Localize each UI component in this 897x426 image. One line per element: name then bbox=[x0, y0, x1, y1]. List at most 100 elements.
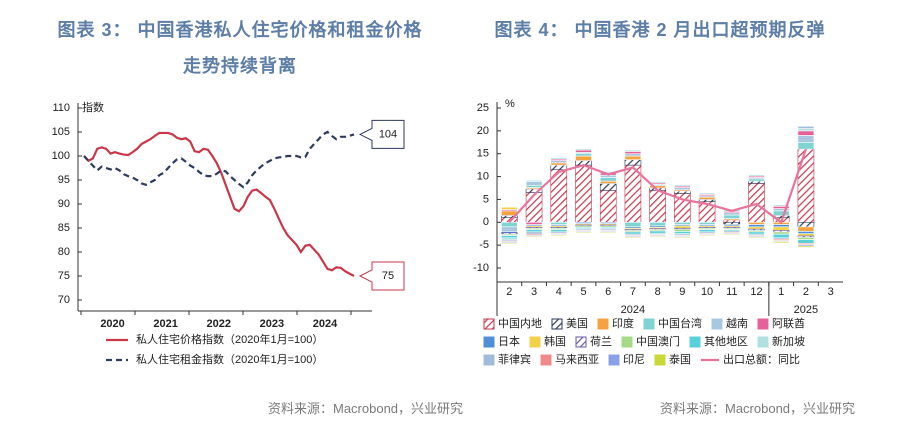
y-tick-label: 110 bbox=[52, 102, 70, 114]
bar-segment bbox=[723, 233, 741, 236]
bar-segment bbox=[674, 225, 691, 229]
x-group-label: 2024 bbox=[621, 304, 645, 316]
legend-label: 日本 bbox=[498, 334, 520, 348]
bar-segment bbox=[501, 237, 518, 241]
x-tick-label: 5 bbox=[580, 286, 586, 298]
x-tick-label: 2022 bbox=[207, 318, 231, 330]
bar-segment bbox=[698, 229, 716, 233]
legend-swatch bbox=[608, 354, 620, 366]
bar-segment bbox=[723, 221, 741, 225]
bar-segment bbox=[575, 148, 592, 151]
legend-swatch bbox=[643, 318, 655, 330]
bar-segment bbox=[550, 221, 568, 225]
legend-swatch bbox=[597, 318, 609, 330]
bar-segment bbox=[624, 231, 642, 235]
bar-segment bbox=[649, 236, 666, 238]
bar-segment bbox=[748, 226, 765, 230]
legend-swatch bbox=[711, 318, 723, 330]
bar-segment bbox=[599, 180, 617, 184]
end-label: 104 bbox=[379, 128, 397, 140]
bar-segment bbox=[698, 234, 716, 237]
legend-swatch bbox=[483, 318, 495, 330]
x-tick-label: 3 bbox=[828, 286, 834, 298]
bar-segment bbox=[525, 192, 543, 223]
series-line bbox=[83, 130, 355, 189]
source: 资料来源：Macrobond，兴业研究 bbox=[660, 401, 856, 416]
bar-segment bbox=[797, 135, 815, 143]
x-tick-label: 2 bbox=[803, 286, 809, 298]
legend-label: 印度 bbox=[612, 316, 634, 330]
bar-segment bbox=[674, 187, 691, 191]
title-line: 图表 4： 中国香港 2 月出口超预期反弹 bbox=[494, 20, 826, 40]
bar-segment bbox=[575, 155, 592, 161]
bar-segment bbox=[748, 221, 765, 225]
y-tick-label: 95 bbox=[58, 174, 70, 186]
legend-swatch bbox=[621, 336, 633, 348]
legend-swatch bbox=[551, 318, 563, 330]
y-tick-label: 85 bbox=[58, 222, 70, 234]
legend-label: 菲律宾 bbox=[498, 352, 531, 366]
title-line: 图表 3： 中国香港私人住宅价格和租金价格 bbox=[57, 20, 423, 40]
legend-swatch bbox=[483, 336, 495, 348]
bar-segment bbox=[698, 196, 716, 200]
bar-segment bbox=[525, 229, 543, 233]
bar-segment bbox=[501, 243, 518, 245]
bar-segment bbox=[772, 231, 790, 235]
bar-segment bbox=[624, 149, 642, 152]
x-tick-label: 6 bbox=[605, 286, 611, 298]
bar-segment bbox=[525, 221, 543, 225]
x-tick-label: 8 bbox=[655, 286, 661, 298]
x-tick-label: 11 bbox=[726, 286, 737, 298]
x-tick-label: 1 bbox=[778, 286, 784, 298]
y-tick-label: 105 bbox=[52, 126, 70, 138]
bar-segment bbox=[723, 214, 741, 219]
bar-segment bbox=[550, 229, 568, 233]
bar-segment bbox=[674, 190, 691, 194]
bar-segment bbox=[624, 221, 642, 228]
bar-segment bbox=[748, 180, 765, 184]
bar-segment bbox=[674, 221, 691, 225]
bar-segment bbox=[797, 239, 815, 244]
bar-segment bbox=[723, 212, 741, 216]
y-tick-label: -5 bbox=[479, 239, 489, 251]
legend-label: 中国澳门 bbox=[636, 334, 680, 348]
x-group-label: 2025 bbox=[794, 304, 818, 316]
chart-title: 图表 4： 中国香港 2 月出口超预期反弹 bbox=[470, 12, 850, 48]
bar-segment bbox=[599, 177, 617, 182]
bar-segment bbox=[649, 189, 666, 223]
bar-segment bbox=[575, 149, 592, 153]
bar-segment bbox=[698, 221, 716, 225]
bar-segment bbox=[772, 241, 790, 244]
y-axis-label: % bbox=[505, 98, 515, 110]
bar-segment bbox=[550, 157, 568, 160]
bar-segment bbox=[698, 192, 716, 195]
bar-segment bbox=[649, 221, 666, 227]
bar-segment bbox=[525, 231, 543, 235]
x-tick-label: 9 bbox=[679, 286, 685, 298]
bar-segment bbox=[723, 219, 741, 223]
x-tick-label: 7 bbox=[630, 286, 636, 298]
bar-segment bbox=[772, 210, 790, 216]
legend-label: 出口总额：同比 bbox=[723, 352, 800, 366]
legend-label: 越南 bbox=[726, 316, 748, 330]
chart-title: 图表 3： 中国香港私人住宅价格和租金价格 走势持续背离 bbox=[30, 12, 450, 84]
bar-segment bbox=[599, 183, 617, 191]
callout bbox=[358, 261, 405, 291]
bar-segment bbox=[772, 224, 790, 228]
y-tick-label: 100 bbox=[52, 150, 70, 162]
bar-segment bbox=[674, 236, 691, 239]
end-label: 75 bbox=[382, 270, 394, 282]
legend-label: 中国内地 bbox=[498, 316, 542, 330]
bar-segment bbox=[797, 233, 815, 237]
bar-segment bbox=[575, 231, 592, 234]
y-tick-label: 15 bbox=[477, 148, 489, 160]
series-line bbox=[83, 131, 355, 277]
bar-segment bbox=[797, 245, 815, 248]
legend-swatch bbox=[483, 354, 495, 366]
legend-label: 美国 bbox=[566, 317, 588, 330]
bar-segment bbox=[501, 235, 518, 239]
bar-segment bbox=[674, 228, 691, 232]
y-tick-label: 0 bbox=[483, 216, 489, 228]
